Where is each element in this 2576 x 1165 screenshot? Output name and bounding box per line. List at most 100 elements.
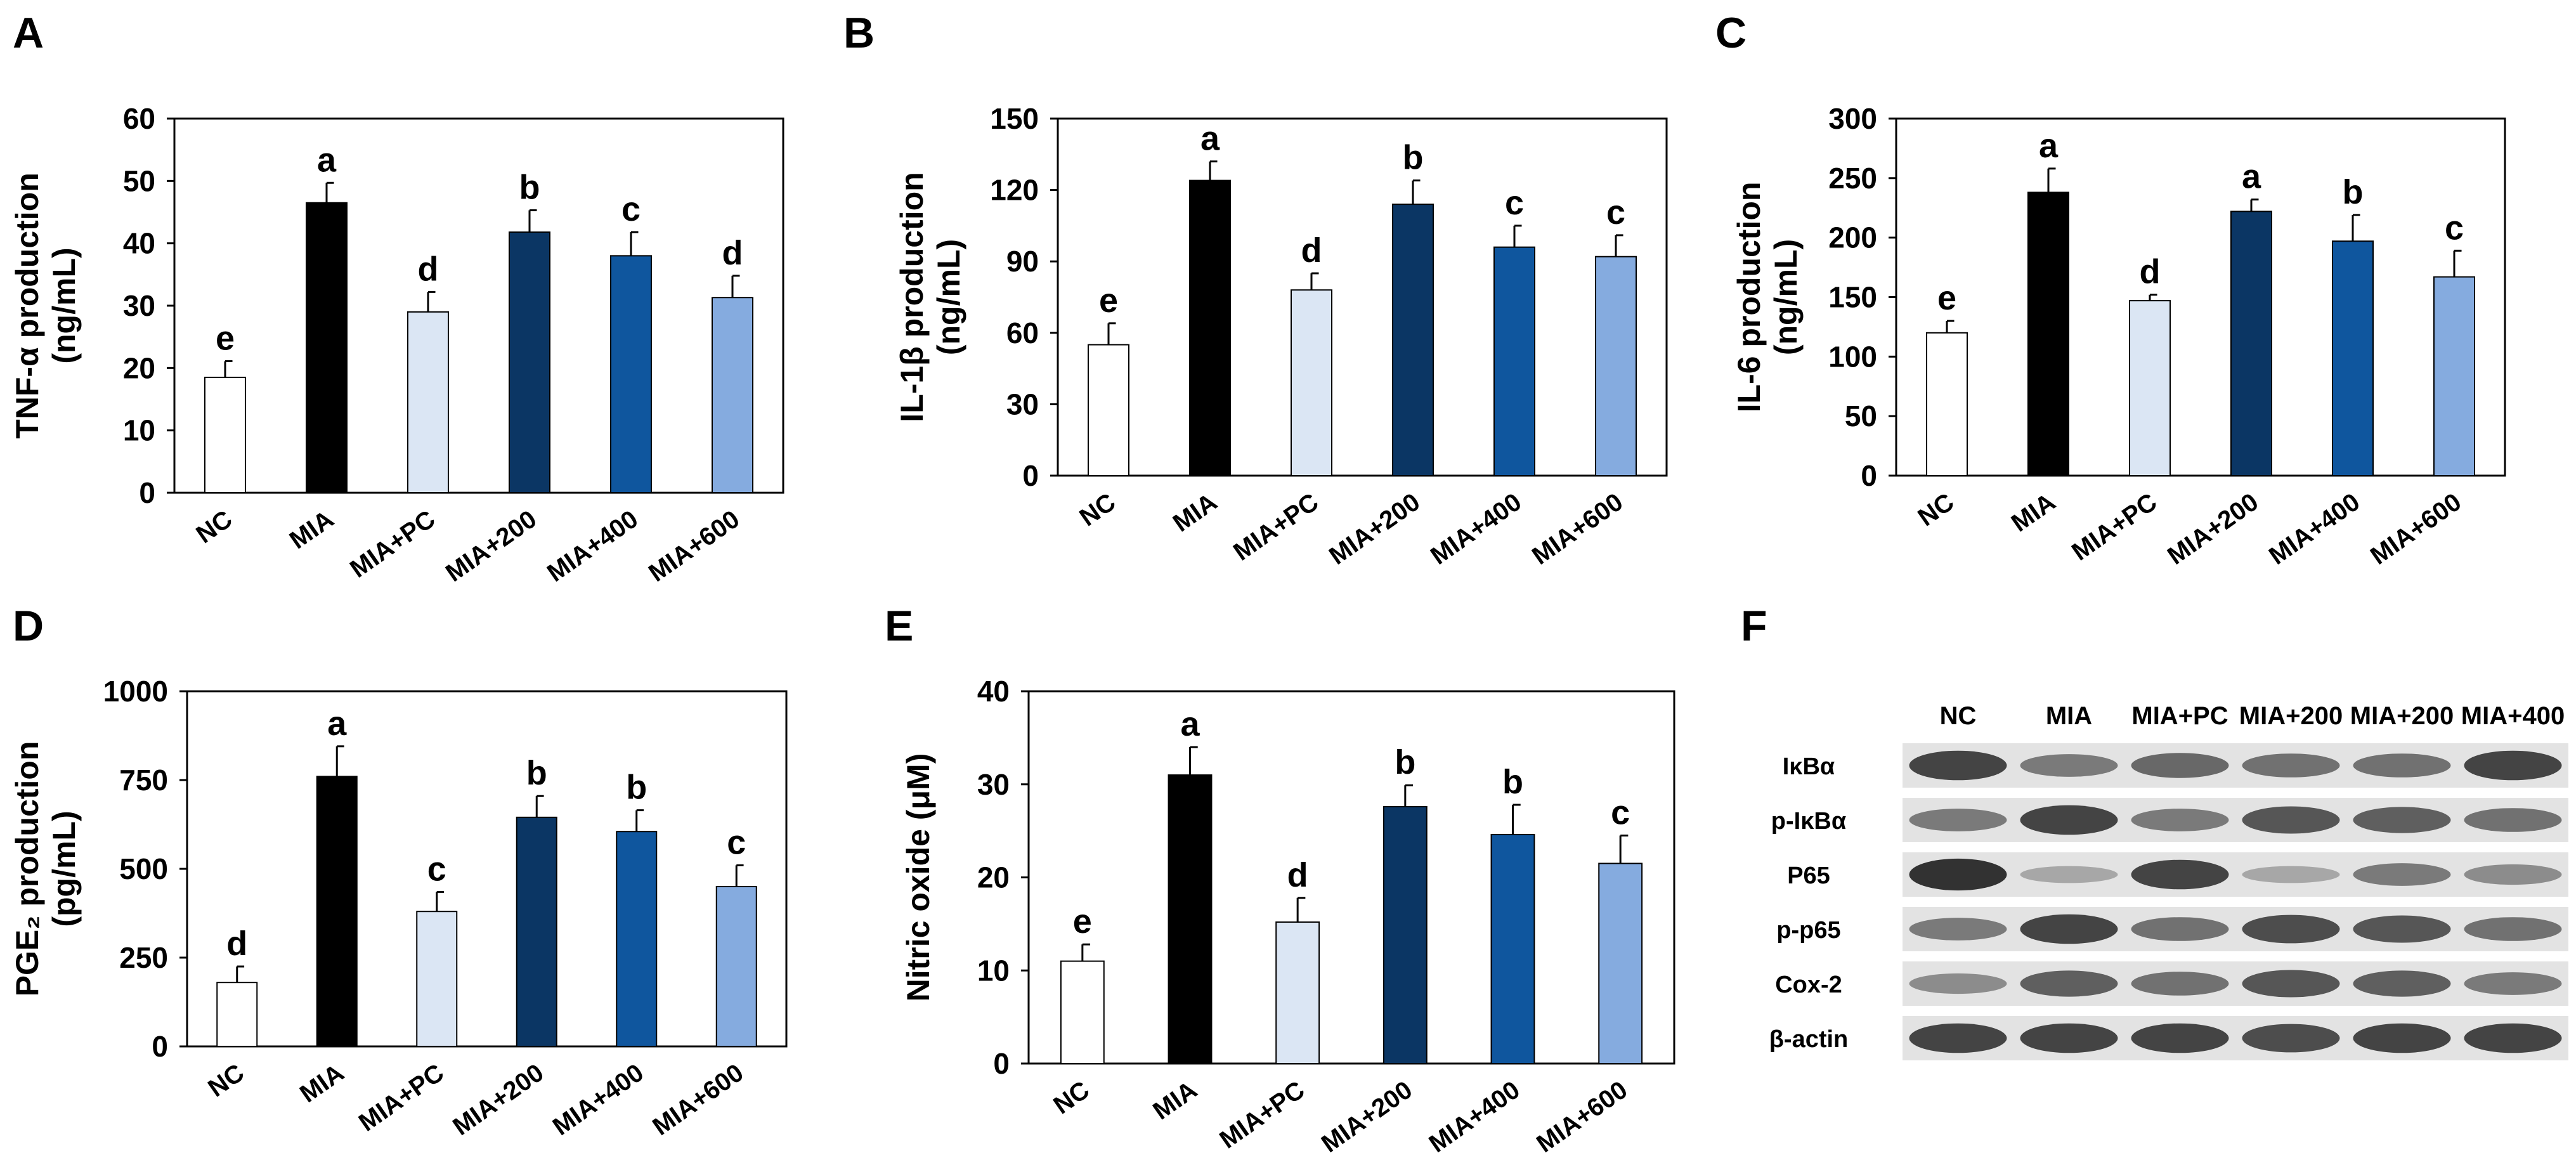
- y-tick-label: 10: [123, 414, 155, 447]
- blot-band: [2464, 750, 2562, 781]
- panel-letter: F: [1741, 602, 1767, 650]
- bar-mia-200: [1392, 204, 1434, 476]
- bar-mia-pc: [1291, 289, 1332, 476]
- x-tick-label: MIA+400: [1424, 1076, 1525, 1158]
- x-tick-label: MIA: [295, 1058, 349, 1108]
- blot-strip: [1903, 798, 2568, 842]
- y-tick-label: 40: [977, 675, 1010, 708]
- bar-mia-600: [712, 297, 753, 493]
- significance-letter: e: [1099, 282, 1118, 320]
- x-tick-label: MIA+200: [448, 1058, 549, 1141]
- y-tick-label: 250: [1828, 162, 1877, 195]
- y-tick-label: 90: [1006, 245, 1039, 278]
- significance-letter: c: [427, 850, 446, 888]
- bar-nc: [1088, 344, 1129, 476]
- blot-band: [2242, 806, 2340, 834]
- x-tick-label: MIA+600: [644, 505, 745, 587]
- x-tick-label: NC: [1913, 488, 1960, 531]
- chart-panel-a: A 0 10 20 30 40 50 60 TNF-α production (ng/mL) e NC…: [10, 9, 784, 587]
- bar-mia-pc: [416, 911, 458, 1047]
- x-tick-label: MIA: [285, 505, 339, 554]
- bar-mia-600: [1595, 256, 1637, 476]
- bar-mia-pc: [1275, 921, 1320, 1064]
- panel-letter: B: [843, 9, 875, 57]
- significance-letter: a: [2039, 127, 2059, 165]
- significance-letter: a: [2242, 158, 2261, 196]
- bar-nc: [216, 982, 258, 1047]
- x-tick-label: NC: [1075, 488, 1121, 531]
- significance-letter: c: [1606, 193, 1625, 231]
- y-tick-label: 20: [977, 861, 1010, 894]
- x-tick-label: MIA+400: [2264, 488, 2365, 570]
- blot-band: [2242, 753, 2340, 778]
- blot-band: [2131, 917, 2229, 941]
- blot-band: [1909, 973, 2007, 994]
- blot-strip: [1903, 743, 2568, 788]
- bar-mia-400: [610, 255, 652, 493]
- blot-band: [2242, 1024, 2340, 1053]
- significance-letter: c: [621, 190, 641, 228]
- significance-letter: e: [1937, 279, 1956, 317]
- blot-band: [2020, 1023, 2118, 1053]
- y-tick-label: 0: [993, 1047, 1010, 1080]
- plot-frame: [173, 117, 784, 494]
- lane-label: MIA+PC: [2131, 702, 2228, 730]
- blot-strip: [1903, 961, 2568, 1006]
- blot-band: [2353, 1023, 2451, 1053]
- y-tick-label: 20: [123, 351, 155, 384]
- blot-band: [2464, 864, 2562, 885]
- significance-letter: d: [1287, 856, 1308, 894]
- y-tick-label: 0: [152, 1030, 168, 1063]
- significance-letter: b: [1502, 763, 1523, 801]
- blot-band: [2020, 866, 2118, 883]
- y-tick-label: 50: [123, 164, 155, 197]
- x-tick-label: MIA+600: [1532, 1076, 1632, 1158]
- blot-band: [2131, 859, 2229, 890]
- y-axis-label: PGE₂ production: [10, 741, 45, 997]
- blot-band: [2464, 917, 2562, 941]
- blot-band: [1909, 750, 2007, 781]
- blot-strip: [1903, 907, 2568, 951]
- blot-band: [2464, 1023, 2562, 1053]
- plot-frame: [1057, 117, 1668, 477]
- x-tick-label: MIA: [1148, 1076, 1202, 1125]
- x-tick-label: MIA+200: [441, 505, 542, 587]
- x-tick-label: MIA+PC: [2067, 488, 2162, 566]
- blot-band: [1909, 1023, 2007, 1053]
- chart-panel-c: C 0 50 100 150 200 250 300 IL-6 production (ng/mL…: [1715, 9, 2506, 570]
- y-axis-label: TNF-α production: [10, 172, 45, 439]
- blot-band: [2464, 972, 2562, 995]
- bar-mia-200: [516, 816, 557, 1048]
- bar-mia-200: [2230, 211, 2272, 476]
- blot-band: [1909, 918, 2007, 940]
- significance-letter: a: [317, 141, 337, 179]
- bar-mia-600: [1598, 862, 1643, 1065]
- protein-label: p-p65: [1776, 917, 1840, 944]
- x-tick-label: MIA+PC: [1228, 488, 1324, 566]
- y-tick-label: 30: [977, 768, 1010, 801]
- bar-mia-600: [715, 886, 757, 1047]
- x-tick-label: MIA+600: [2365, 488, 2466, 570]
- blot-strip: [1903, 1016, 2568, 1060]
- x-tick-label: MIA+200: [2163, 488, 2263, 570]
- y-tick-label: 40: [123, 227, 155, 260]
- significance-letter: b: [1403, 139, 1424, 177]
- x-tick-label: MIA+PC: [354, 1058, 449, 1136]
- y-tick-label: 60: [123, 102, 155, 135]
- significance-letter: b: [1395, 743, 1415, 781]
- bar-mia-pc: [2129, 300, 2171, 476]
- x-tick-label: MIA+400: [1426, 488, 1526, 570]
- y-tick-label: 750: [119, 764, 168, 797]
- significance-letter: a: [1200, 120, 1220, 158]
- protein-label: Cox-2: [1775, 972, 1842, 998]
- y-axis-label-unit: (pg/mL): [46, 810, 82, 927]
- western-blot-panel: FNC MIA MIA+PC MIA+200 MIA+200 MIA+400IκBαp-I…: [1741, 602, 2568, 1060]
- blot-band: [2353, 915, 2451, 943]
- plot-frame: [186, 690, 788, 1048]
- y-tick-label: 1000: [103, 675, 168, 708]
- y-tick-label: 60: [1006, 316, 1039, 349]
- x-tick-label: MIA+600: [647, 1058, 748, 1141]
- significance-letter: a: [1180, 705, 1200, 743]
- y-axis-label-unit: (ng/mL): [46, 247, 82, 363]
